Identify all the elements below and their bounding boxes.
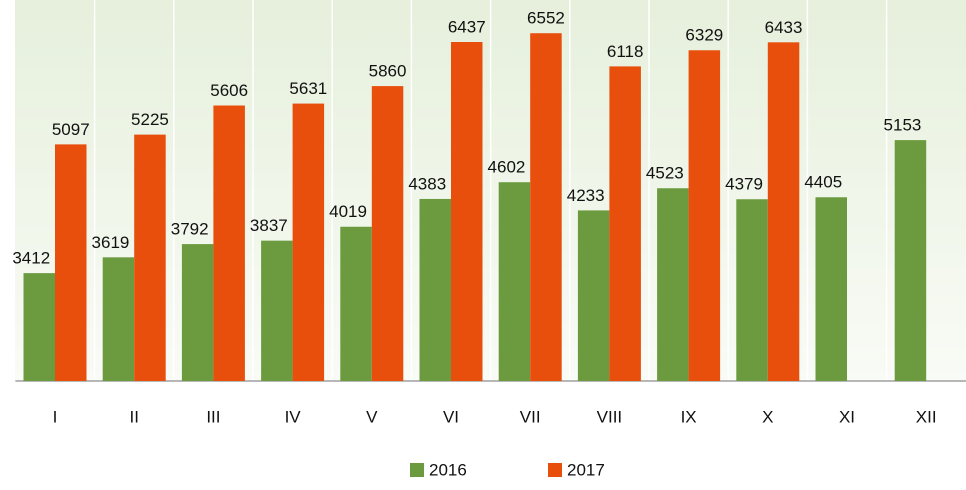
bar — [261, 240, 293, 381]
bar — [213, 105, 245, 382]
data-label: 4405 — [804, 173, 842, 192]
x-tick-label: XII — [916, 407, 937, 426]
data-label: 6329 — [685, 26, 723, 45]
bar — [134, 134, 166, 381]
x-tick-label: VI — [443, 407, 459, 426]
data-label: 6433 — [765, 18, 803, 37]
data-label: 4379 — [725, 175, 763, 194]
data-label: 3837 — [250, 216, 288, 235]
data-label: 5860 — [369, 62, 407, 81]
x-tick-label: VII — [520, 407, 541, 426]
bar — [767, 42, 800, 382]
x-tick-label: III — [206, 407, 220, 426]
bar — [419, 198, 451, 381]
bar — [371, 86, 404, 381]
bar — [292, 103, 325, 381]
data-label: 5606 — [210, 81, 248, 100]
bar — [894, 140, 927, 381]
data-label: 5097 — [52, 120, 90, 139]
data-label: 6552 — [527, 9, 565, 28]
data-label: 6118 — [607, 42, 644, 61]
data-label: 3792 — [171, 220, 209, 239]
data-label: 5153 — [884, 116, 922, 135]
bar — [55, 144, 87, 381]
legend-label: 2017 — [567, 460, 605, 479]
bar — [657, 188, 689, 381]
legend-swatch — [548, 463, 562, 477]
x-tick-label: IX — [681, 407, 697, 426]
bar — [815, 197, 847, 381]
legend-swatch — [410, 463, 424, 477]
bar — [451, 42, 483, 382]
bar — [102, 257, 135, 381]
x-tick-label: V — [366, 407, 378, 426]
data-label: 4383 — [408, 174, 446, 193]
legend-label: 2016 — [429, 460, 467, 479]
data-label: 6437 — [448, 17, 486, 36]
x-tick-label: IV — [285, 407, 302, 426]
bar — [736, 199, 768, 381]
x-tick-label: X — [762, 407, 773, 426]
data-label: 4523 — [646, 164, 684, 183]
bar — [23, 273, 55, 381]
data-label: 5225 — [131, 110, 169, 129]
x-tick-label: I — [53, 407, 58, 426]
data-label: 4602 — [488, 158, 526, 177]
x-tick-label: XI — [839, 407, 855, 426]
data-label: 3619 — [92, 233, 130, 252]
data-label: 3412 — [12, 249, 50, 268]
data-label: 5631 — [289, 79, 327, 98]
x-tick-label: VIII — [597, 407, 623, 426]
bar — [498, 182, 531, 381]
x-tick-label: II — [129, 407, 138, 426]
bar — [181, 244, 214, 381]
bar — [530, 33, 562, 381]
data-label: 4233 — [567, 186, 605, 205]
bar — [609, 66, 641, 381]
data-label: 4019 — [329, 202, 367, 221]
bar — [577, 210, 610, 381]
bar — [340, 226, 372, 381]
bar — [688, 50, 721, 381]
